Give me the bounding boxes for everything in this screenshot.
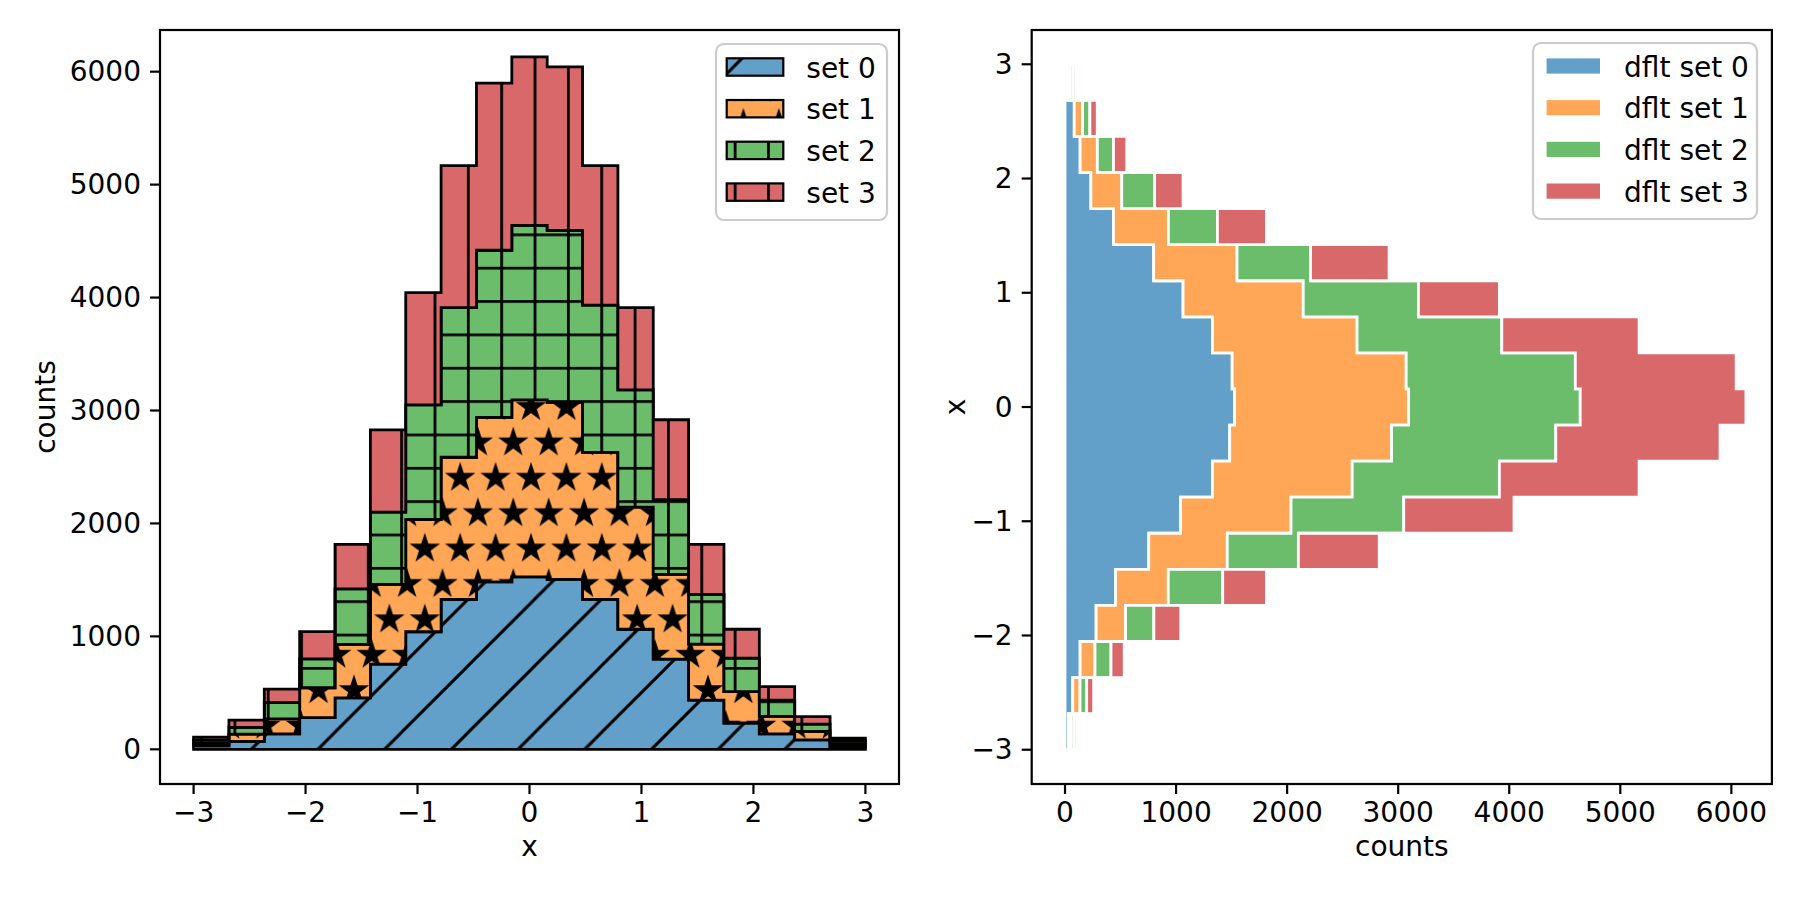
legend-swatch-3 xyxy=(727,183,784,200)
y-tick-label: 1000 xyxy=(70,620,141,653)
left-histogram: −3 −2 −1 0 1 2 3 0 1000 2000 3000 4000 5000 6000 x coun… xyxy=(29,30,900,863)
right-histogram: 0 1000 2000 3000 4000 5000 6000 −3 −2 −1 0 1 2 3 count… xyxy=(939,30,1772,863)
legend-label: set 3 xyxy=(806,177,876,210)
y-axis-label: counts xyxy=(29,360,62,454)
y-tick-label: 6000 xyxy=(70,55,141,88)
x-tick-label: −2 xyxy=(285,796,326,829)
y-tick-label: 0 xyxy=(123,733,141,766)
legend-label: set 1 xyxy=(806,93,876,126)
legend-label: set 2 xyxy=(806,135,876,168)
x-tick-label: −3 xyxy=(173,796,214,829)
legend-label: dflt set 1 xyxy=(1624,92,1749,125)
legend-swatch-2 xyxy=(727,142,784,159)
y-tick-label: 3000 xyxy=(70,394,141,427)
y-tick-label: 2000 xyxy=(70,507,141,540)
x-tick-label: 6000 xyxy=(1696,796,1767,829)
x-axis: −3 −2 −1 0 1 2 3 xyxy=(173,784,874,829)
y-tick-label: −2 xyxy=(971,619,1012,652)
y-tick-label: −1 xyxy=(971,505,1012,538)
legend-swatch-0 xyxy=(727,58,784,75)
x-tick-label: 3000 xyxy=(1363,796,1434,829)
legend: dflt set 0 dflt set 1 dflt set 2 dflt set 3 xyxy=(1533,43,1757,219)
legend-swatch-2 xyxy=(1546,141,1602,158)
y-tick-label: −3 xyxy=(971,733,1012,766)
y-tick-label: 1 xyxy=(995,276,1013,309)
x-tick-label: 1000 xyxy=(1140,796,1211,829)
y-tick-label: 2 xyxy=(995,162,1013,195)
y-axis-label: x xyxy=(939,399,972,416)
legend: set 0 set 1 set 2 set 3 xyxy=(716,44,887,220)
histogram-figure-canvas: −3 −2 −1 0 1 2 3 0 1000 2000 3000 4000 5000 6000 x coun… xyxy=(0,0,1800,900)
figure: −3 −2 −1 0 1 2 3 0 1000 2000 3000 4000 5000 6000 x coun… xyxy=(0,0,1800,900)
y-tick-label: 0 xyxy=(995,391,1013,424)
x-axis-label: x xyxy=(521,830,538,863)
x-tick-label: 4000 xyxy=(1474,796,1545,829)
legend-label: dflt set 3 xyxy=(1624,176,1749,209)
y-axis: −3 −2 −1 0 1 2 3 xyxy=(971,48,1031,766)
legend-label: dflt set 2 xyxy=(1624,134,1749,167)
x-tick-label: 0 xyxy=(1056,796,1074,829)
y-tick-label: 5000 xyxy=(70,168,141,201)
x-tick-label: 2 xyxy=(745,796,763,829)
legend-label: dflt set 0 xyxy=(1624,51,1749,84)
legend-swatch-1 xyxy=(727,100,784,117)
y-tick-label: 3 xyxy=(995,48,1013,81)
x-tick-label: 2000 xyxy=(1252,796,1323,829)
legend-label: set 0 xyxy=(806,52,876,85)
x-tick-label: 1 xyxy=(633,796,651,829)
x-tick-label: 5000 xyxy=(1585,796,1656,829)
legend-swatch-1 xyxy=(1546,99,1602,116)
y-tick-label: 4000 xyxy=(70,281,141,314)
legend-swatch-0 xyxy=(1546,57,1602,74)
x-tick-label: 3 xyxy=(856,796,874,829)
y-axis: 0 1000 2000 3000 4000 5000 6000 xyxy=(70,55,160,766)
x-tick-label: −1 xyxy=(397,796,438,829)
x-tick-label: 0 xyxy=(521,796,539,829)
x-axis: 0 1000 2000 3000 4000 5000 6000 xyxy=(1056,784,1767,829)
legend-swatch-3 xyxy=(1546,182,1602,199)
x-axis-label: counts xyxy=(1355,830,1449,863)
